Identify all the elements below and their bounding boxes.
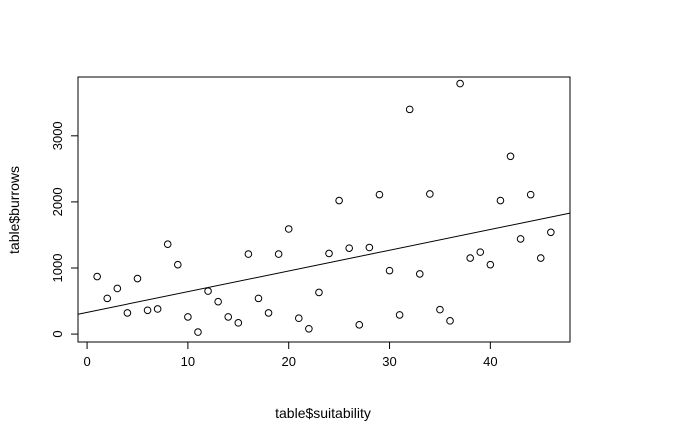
data-point [274, 250, 283, 258]
data-point [426, 190, 434, 198]
data-point [214, 297, 222, 306]
data-point [506, 152, 515, 161]
data-point [345, 244, 354, 252]
data-point [496, 196, 505, 205]
data-points [93, 79, 555, 336]
data-point [536, 254, 545, 262]
data-point [143, 306, 152, 315]
data-point [93, 272, 101, 281]
data-point [244, 250, 253, 258]
x-tick-label: 30 [382, 354, 396, 369]
x-axis-label: table$suitability [275, 405, 371, 421]
regression-line [77, 212, 571, 315]
trend-line-group [77, 212, 571, 315]
data-point [194, 328, 202, 336]
data-point [153, 305, 162, 313]
data-point [385, 266, 394, 275]
data-point [224, 313, 233, 321]
data-point [365, 243, 374, 252]
x-tick-label: 40 [483, 354, 497, 369]
y-tick-label: 0 [50, 330, 65, 337]
data-point [294, 314, 303, 323]
data-point [184, 313, 192, 321]
data-point [234, 319, 243, 327]
plot-frame [77, 76, 571, 343]
data-point [486, 260, 495, 269]
data-point [476, 248, 485, 256]
data-point [103, 294, 112, 303]
data-point [415, 270, 424, 278]
data-point [335, 196, 343, 205]
x-axis: 0 10 20 30 40 [83, 342, 498, 369]
y-axis-label: table$burrows [6, 166, 22, 254]
data-point [325, 249, 333, 258]
data-point [405, 105, 414, 114]
y-tick-label: 1000 [50, 254, 65, 283]
data-point [163, 240, 172, 248]
data-point [446, 317, 454, 325]
y-tick-label: 2000 [50, 187, 65, 216]
data-point [174, 260, 182, 269]
x-tick-label: 20 [281, 354, 295, 369]
y-axis: 0 1000 2000 3000 [50, 121, 78, 338]
data-point [204, 287, 212, 295]
data-point [395, 311, 404, 319]
data-point [526, 190, 535, 199]
y-tick-label: 3000 [50, 121, 65, 150]
data-point [466, 254, 474, 262]
data-point [355, 321, 364, 329]
data-point [284, 225, 293, 233]
data-point [315, 288, 323, 297]
data-point [547, 228, 555, 237]
data-point [375, 190, 384, 199]
data-point [254, 294, 263, 303]
x-tick-label: 0 [83, 354, 90, 369]
data-point [123, 309, 132, 317]
data-point [456, 79, 464, 88]
data-point [133, 274, 142, 283]
data-point [516, 235, 525, 243]
x-tick-label: 10 [181, 354, 195, 369]
data-point [113, 284, 122, 293]
data-point [305, 324, 313, 333]
data-point [436, 305, 444, 314]
data-point [264, 309, 273, 317]
